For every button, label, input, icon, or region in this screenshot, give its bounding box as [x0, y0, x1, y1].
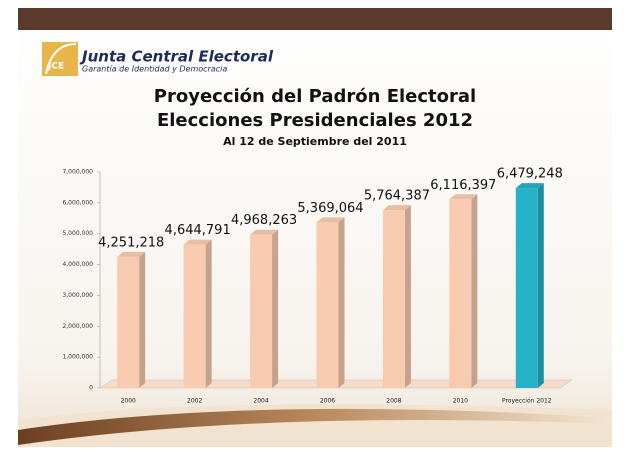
- y-tick-label: 2,000,000: [62, 323, 93, 330]
- value-label: 5,369,064: [297, 201, 363, 216]
- value-label: 4,644,791: [165, 223, 231, 238]
- bar-top: [449, 194, 478, 200]
- y-tick-label: 3,000,000: [62, 292, 93, 299]
- bar-top: [382, 205, 411, 211]
- y-tick-label: 5,000,000: [62, 230, 93, 237]
- org-tagline: Garantía de Identidad y Democracia: [82, 65, 227, 74]
- value-label: 6,479,248: [497, 167, 563, 182]
- bar: [515, 188, 538, 388]
- bar-side: [471, 194, 478, 388]
- slide-background: [18, 8, 612, 447]
- y-tick-label: 4,000,000: [62, 261, 93, 268]
- x-tick-label: Proyección 2012: [502, 398, 552, 405]
- bar-top: [515, 183, 544, 189]
- y-tick-label: 6,000,000: [62, 199, 93, 206]
- bar-top: [183, 239, 212, 245]
- bar: [449, 199, 472, 388]
- x-tick-label: 2002: [187, 398, 202, 405]
- x-tick-label: 2000: [121, 398, 136, 405]
- bar-side: [537, 183, 544, 388]
- chart-annotation: Al 12 de Septiembre del 2011: [223, 135, 407, 148]
- bar-side: [139, 251, 146, 388]
- logo-text: JCE: [47, 62, 64, 72]
- bar-top: [117, 251, 146, 257]
- logo-arc: [45, 43, 77, 75]
- bar: [250, 234, 273, 388]
- chart-title: Proyección del Padrón Electoral: [154, 86, 476, 107]
- top-band: [18, 8, 612, 30]
- y-tick-label: 0: [89, 385, 93, 392]
- chart-subtitle: Elecciones Presidenciales 2012: [157, 110, 473, 131]
- bar-top: [316, 217, 345, 223]
- value-label: 6,116,397: [430, 178, 496, 193]
- bar-side: [272, 229, 279, 388]
- y-tick-label: 1,000,000: [62, 354, 93, 361]
- bar: [183, 244, 206, 388]
- bar: [316, 222, 339, 388]
- bar-side: [205, 239, 212, 388]
- value-label: 5,764,387: [364, 189, 430, 204]
- x-tick-label: 2008: [386, 398, 401, 405]
- bar: [382, 210, 405, 388]
- bar-top: [250, 229, 279, 235]
- value-label: 4,968,263: [231, 213, 297, 228]
- bar-side: [404, 205, 411, 388]
- x-tick-label: 2010: [453, 398, 468, 405]
- value-label: 4,251,218: [98, 235, 164, 250]
- x-tick-label: 2006: [320, 398, 335, 405]
- swoosh: [18, 408, 612, 445]
- bar: [117, 256, 140, 388]
- bar-side: [338, 217, 345, 388]
- x-tick-label: 2004: [253, 398, 268, 405]
- org-name: Junta Central Electoral: [79, 48, 274, 66]
- y-tick-label: 7,000,000: [62, 169, 93, 176]
